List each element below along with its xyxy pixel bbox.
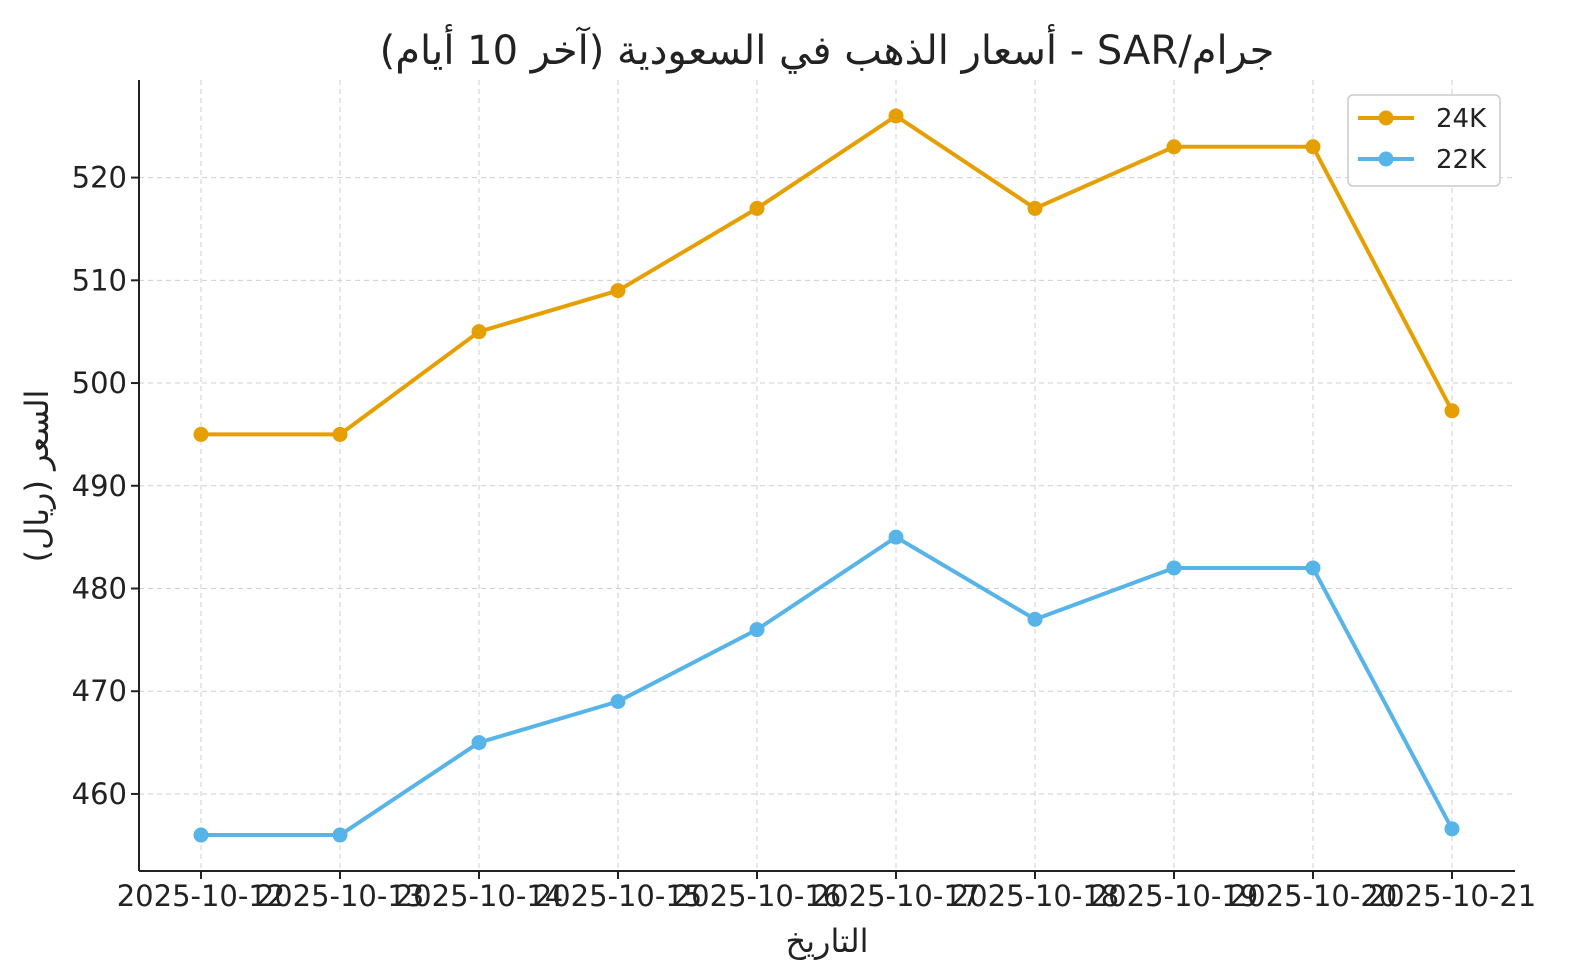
y-tick-label: 500 [72,366,127,400]
y-tick-label: 520 [72,161,127,195]
legend-item: 24K [1358,104,1487,134]
data-point [1305,139,1321,155]
y-tick-label: 490 [72,469,127,503]
legend-item: 22K [1358,145,1487,175]
data-point [471,324,487,340]
series-line [199,113,1454,437]
data-point [471,735,487,751]
x-tick-label: 2025-10-21 [1368,879,1537,913]
y-tick-label: 510 [72,263,127,297]
x-tick-label: 2025-10-20 [1229,879,1398,913]
data-point [749,622,765,638]
x-tick-label: 2025-10-13 [256,879,425,913]
series-24K [193,108,1460,442]
data-point [1166,139,1182,155]
legend-marker [1378,151,1394,167]
x-tick-label: 2025-10-12 [117,879,286,913]
data-point [193,827,209,843]
y-tick-label: 480 [72,572,127,606]
legend-label: 24K [1436,104,1487,134]
x-tick-label: 2025-10-19 [1090,879,1259,913]
x-tick-label: 2025-10-17 [812,879,981,913]
data-point [610,694,626,709]
data-point [1027,611,1043,627]
data-point [749,200,765,216]
grid [139,80,1515,871]
series [193,108,1460,843]
data-point [193,426,209,442]
legend-label: 22K [1436,145,1487,175]
data-point [332,426,348,442]
data-point [610,283,626,299]
data-point [332,827,348,843]
data-point [1444,821,1460,837]
chart-title: أسعار الذهب في السعودية (آخر 10 أيام) - … [380,24,1275,74]
data-point [888,529,904,545]
data-point [1444,403,1460,419]
data-point [888,108,904,124]
data-point [1305,560,1321,576]
x-axis-title: التاريخ [785,922,868,960]
y-tick-label: 470 [72,674,127,708]
x-tick-label: 2025-10-15 [534,879,703,913]
data-point [1027,200,1043,216]
x-tick-label: 2025-10-16 [673,879,842,913]
legend-marker [1378,110,1394,126]
series-line [199,535,1454,838]
x-tick-label: 2025-10-14 [395,879,564,913]
series-22K [193,529,1460,843]
y-axis-title: السعر (ريال) [18,390,56,563]
axes [138,80,1515,872]
ticks: 2025-10-122025-10-132025-10-142025-10-15… [72,161,1537,913]
y-tick-label: 460 [72,777,127,811]
x-tick-label: 2025-10-18 [951,879,1120,913]
data-point [1166,560,1182,576]
